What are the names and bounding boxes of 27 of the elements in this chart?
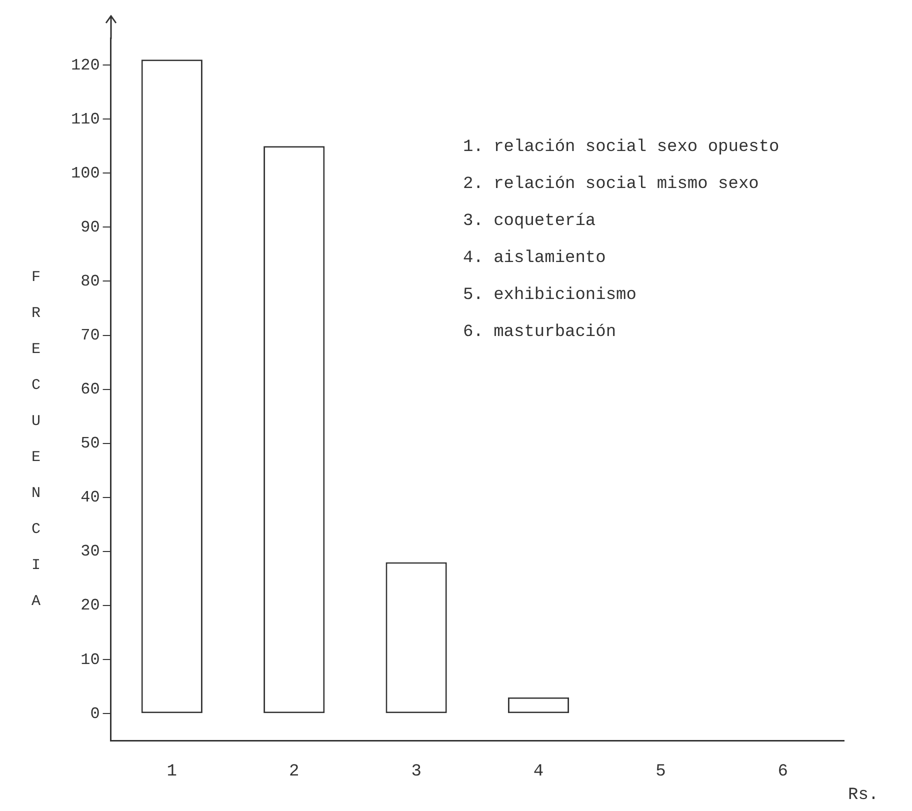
annotation: 3. coquetería [463,212,596,231]
y-tick-label: 110 [70,110,100,128]
y-tick-label: 30 [80,542,100,561]
text: FRECUENCIA [31,269,40,610]
y-tick-label: 40 [80,488,100,507]
annotation: 6. masturbación [463,323,616,342]
annotation: 4. aislamiento [463,249,606,268]
y-tick-label: 10 [80,650,100,669]
y-tick-label: 90 [80,218,100,236]
y-tick-label: 80 [80,272,100,290]
annotation: 1. relación social sexo opuesto [463,138,780,157]
y-tick-label: 120 [70,56,100,74]
x-tick-label: 1 [166,762,178,782]
y-tick-label: 50 [80,434,100,453]
x-tick-label: 5 [656,762,666,782]
y-tick-label: 60 [80,380,100,399]
y-tick-label: 70 [80,326,100,344]
y-tick-label: 0 [90,704,100,723]
y-tick-label: 20 [80,596,100,615]
y-tick-label: 100 [70,164,100,182]
x-tick-label: 3 [411,762,422,782]
x-tick-label: 6 [778,762,788,782]
annotation: 5. exhibicionismo [463,286,636,305]
x-axis-title: Rs. [848,786,879,805]
x-tick-label: 4 [533,762,544,782]
x-tick-label: 2 [289,762,300,782]
annotation: 2. relación social mismo sexo [463,175,759,194]
